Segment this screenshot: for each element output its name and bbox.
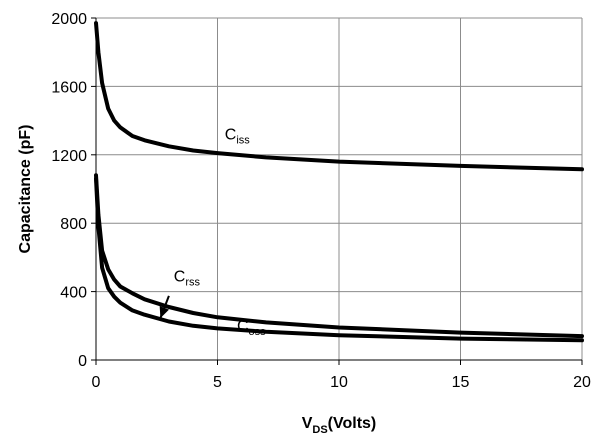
x-tick-labels: 0 5 10 15 20 [92, 374, 591, 391]
y-tick-label: 1200 [51, 148, 87, 165]
y-tick-label: 2000 [51, 11, 87, 28]
y-axis-label: Capacitance (pF) [17, 125, 34, 254]
y-tick-label: 800 [60, 216, 87, 233]
x-axis-label-sub: DS [312, 424, 327, 436]
plot-area [94, 21, 584, 343]
y-tick-label: 400 [60, 285, 87, 302]
curve-labels: Ciss Crss Coss [174, 126, 266, 338]
x-axis-label-rest: (Volts) [328, 415, 377, 432]
x-tick-label: 5 [213, 374, 222, 391]
y-tick-label: 1600 [51, 79, 87, 96]
x-tick-label: 20 [573, 374, 591, 391]
series-line-coss [94, 173, 584, 339]
x-tick-label: 15 [452, 374, 470, 391]
label-coss: Coss [237, 318, 266, 338]
grid [91, 17, 583, 365]
label-crss: Crss [174, 268, 201, 288]
x-tick-label: 10 [330, 374, 348, 391]
y-tick-label: 0 [78, 353, 87, 370]
x-axis-label: VDS(Volts) [302, 415, 377, 436]
series-line-ciss [94, 21, 584, 172]
crss-arrow-head [159, 306, 169, 319]
series-line-crss [94, 176, 584, 343]
label-ciss: Ciss [225, 126, 251, 146]
x-tick-label: 0 [92, 374, 101, 391]
y-tick-labels: 0 400 800 1200 1600 2000 [51, 11, 87, 370]
x-axis-label-main: V [302, 415, 313, 432]
